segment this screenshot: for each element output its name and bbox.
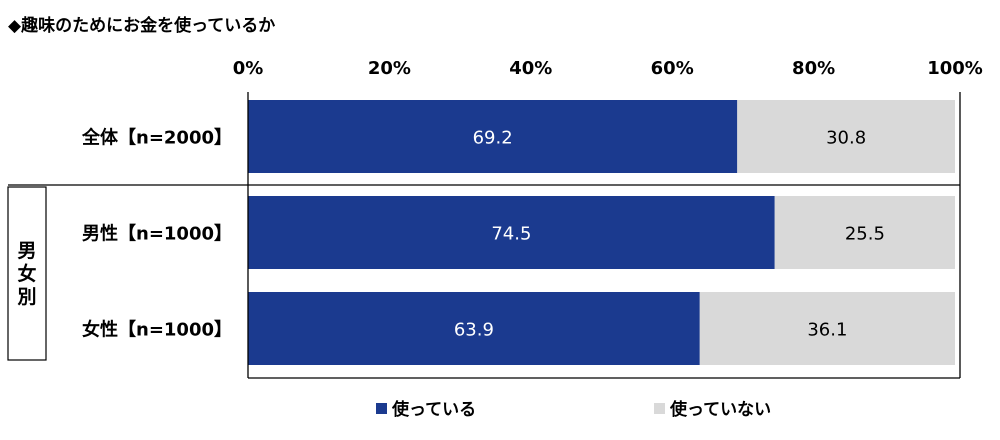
category-label: 全体【n=2000】 — [81, 127, 232, 149]
x-tick-label: 40% — [509, 58, 552, 79]
category-label: 男性【n=1000】 — [82, 223, 232, 245]
bar-value-label: 74.5 — [491, 224, 531, 245]
legend-label: 使っていない — [669, 399, 771, 420]
legend-swatch — [376, 403, 387, 414]
bar-segment — [774, 196, 955, 269]
bar-value-label: 36.1 — [807, 320, 847, 341]
bar-segment — [737, 100, 955, 173]
bar-segment — [248, 196, 775, 269]
group-box — [7, 186, 47, 361]
bar-segment — [248, 292, 700, 365]
legend-swatch — [654, 403, 665, 414]
chart-title: ◆趣味のためにお金を使っているか — [8, 15, 275, 36]
bar-value-label: 25.5 — [845, 224, 885, 245]
category-label: 女性【n=1000】 — [82, 319, 232, 341]
x-tick-label: 20% — [368, 58, 411, 79]
x-tick-label: 80% — [792, 58, 835, 79]
legend-label: 使っている — [391, 399, 476, 420]
bar-value-label: 30.8 — [826, 128, 866, 149]
bar-value-label: 63.9 — [454, 320, 494, 341]
bar-value-label: 69.2 — [473, 128, 513, 149]
x-tick-label: 60% — [651, 58, 694, 79]
x-tick-label: 0% — [233, 58, 264, 79]
bar-segment — [248, 100, 738, 173]
bar-segment — [699, 292, 955, 365]
group-label: 男女別 — [17, 240, 36, 308]
x-tick-label: 100% — [927, 58, 983, 79]
